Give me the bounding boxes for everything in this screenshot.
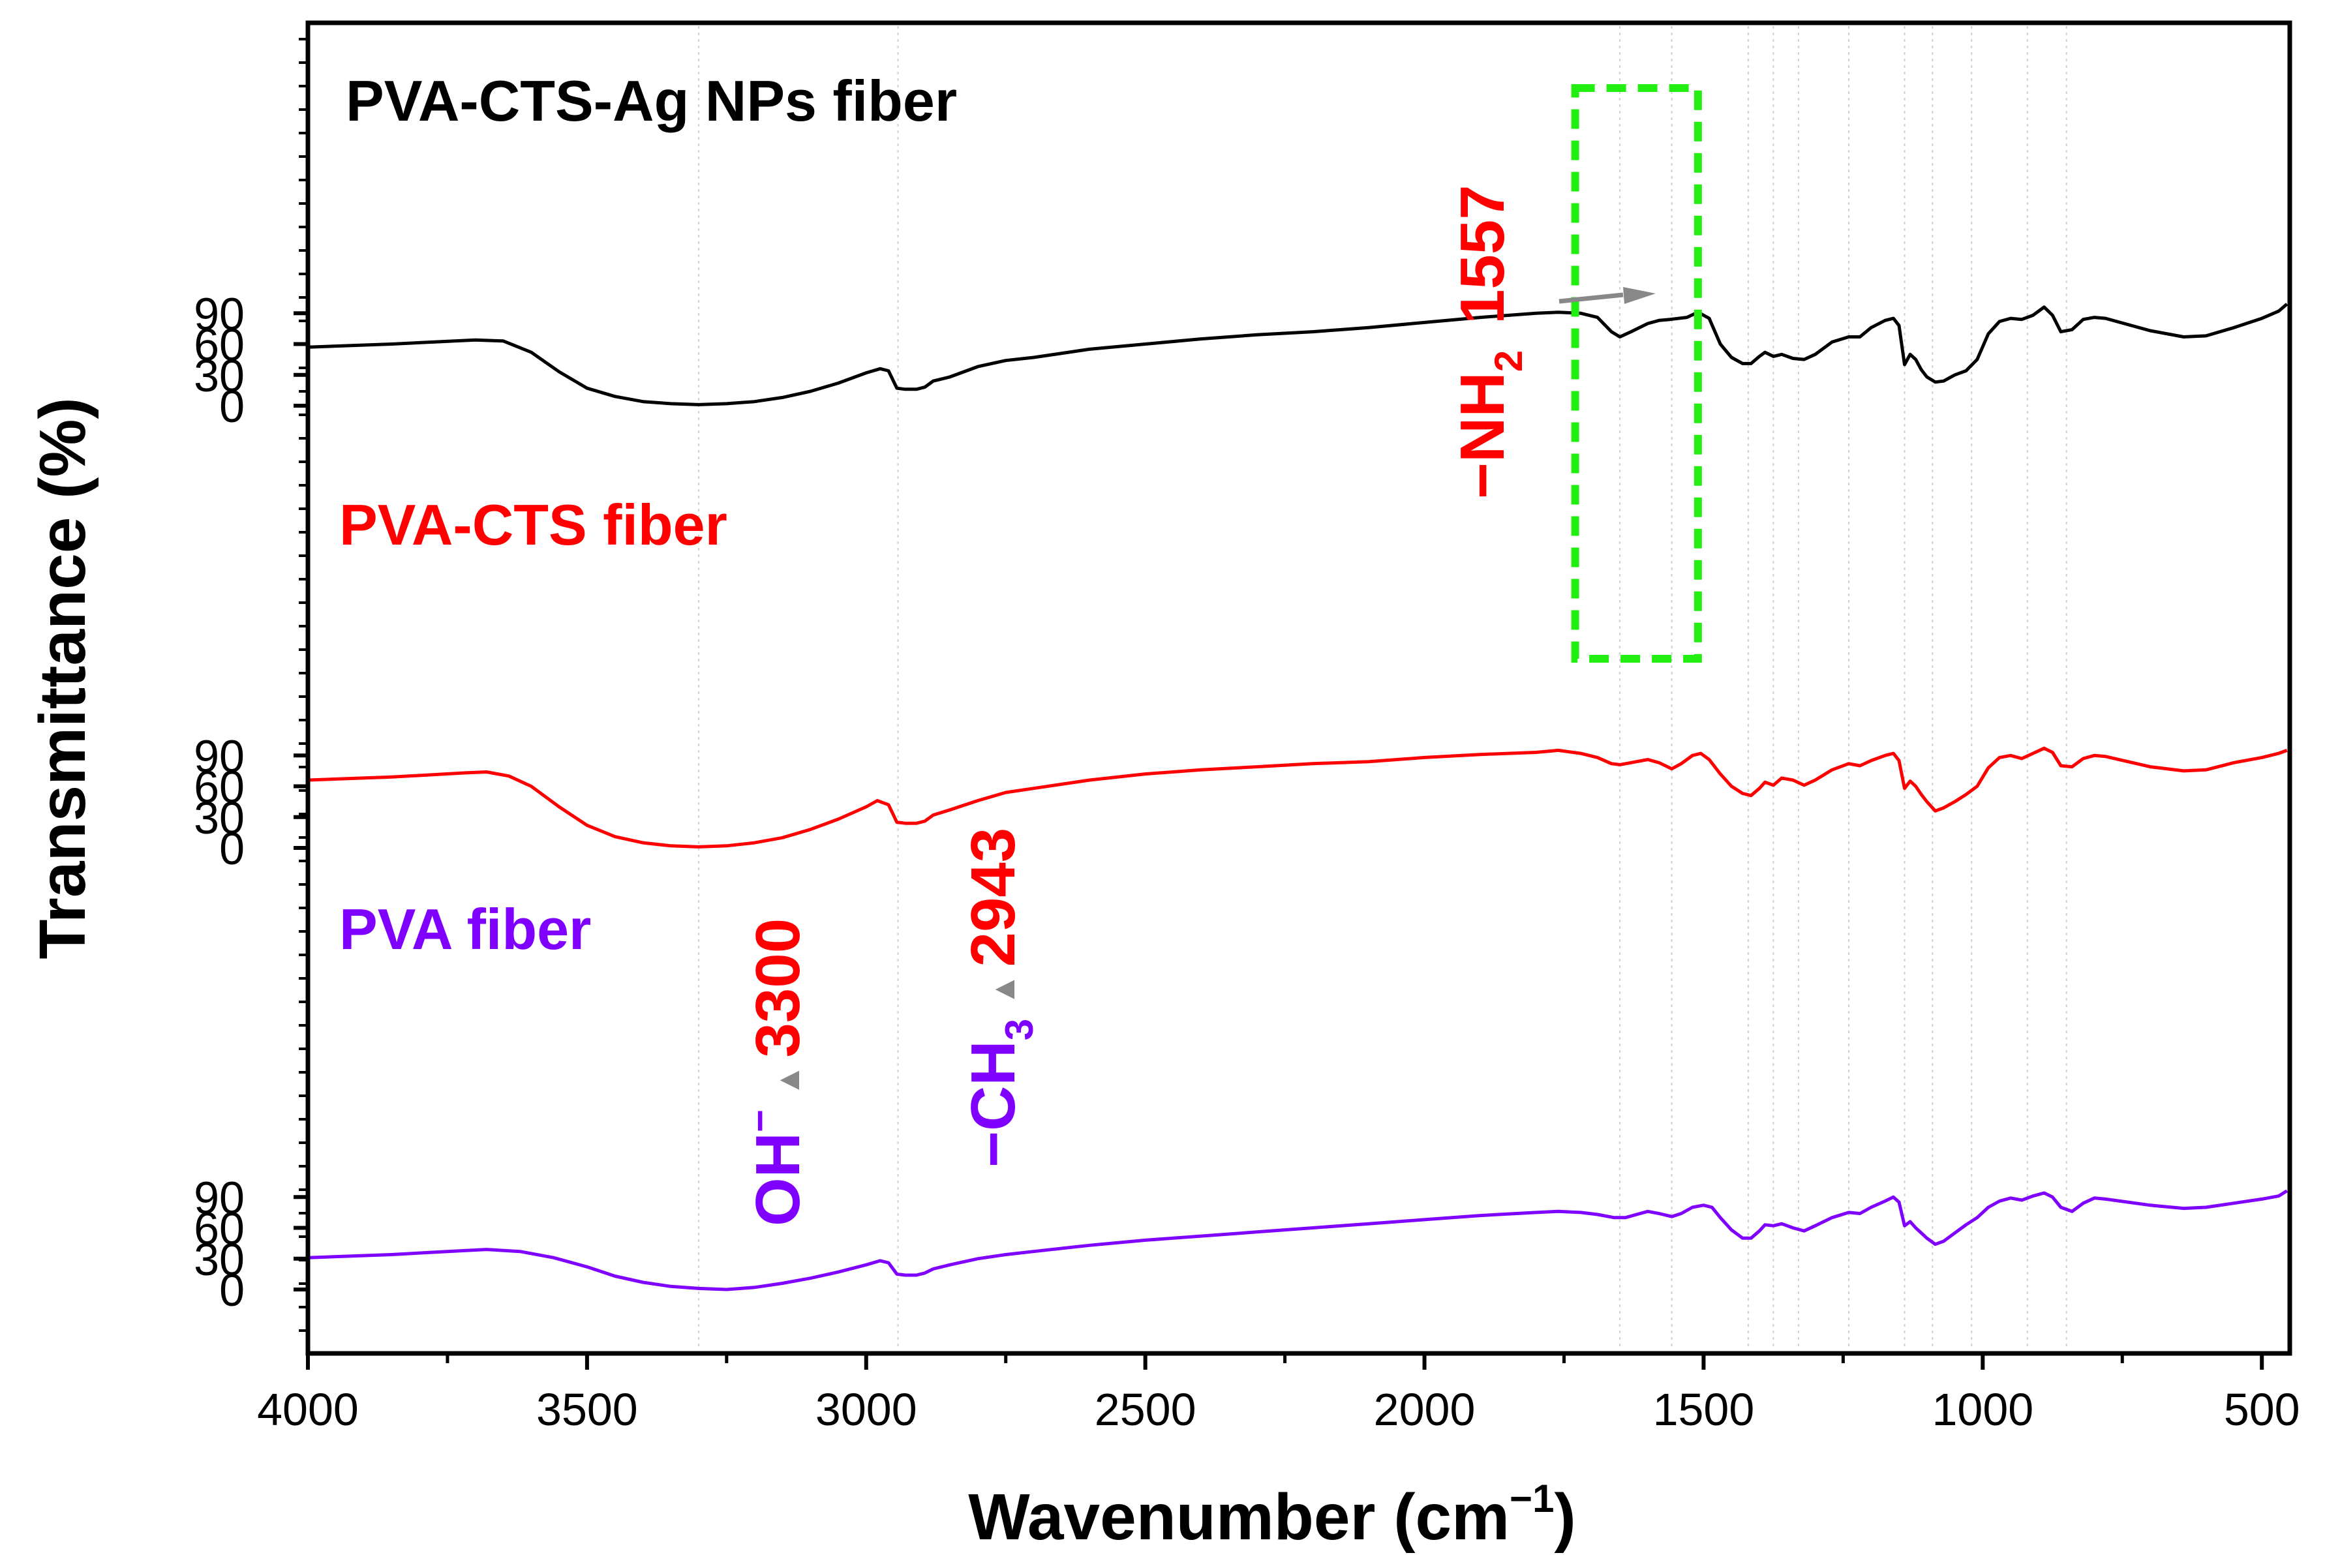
- series-layer: [307, 303, 2288, 1291]
- x-tick-label: 3500: [536, 1384, 638, 1435]
- svg-text:−NH21557: −NH2 1557: [1448, 185, 1530, 499]
- series-line-1: [307, 303, 2288, 406]
- nh2-label: −NH: [1448, 372, 1517, 499]
- oh-sup: −: [738, 1109, 782, 1132]
- y-tick-label: 30: [194, 350, 245, 401]
- series-line-2: [307, 746, 2288, 849]
- annotation-1557: −NH2 1557: [1448, 185, 1530, 499]
- ch3-label: −CH: [958, 1040, 1028, 1168]
- series-line-3: [307, 1189, 2288, 1291]
- y-axis-title: Transmittance (%): [26, 397, 99, 959]
- series-label-cts: PVA-CTS fiber: [339, 492, 727, 557]
- y-tick-label: 90: [194, 1172, 245, 1223]
- x-tick-label: 2500: [1095, 1384, 1196, 1435]
- x-tick-label: 1000: [1932, 1384, 2033, 1435]
- y-tick-label: 90: [194, 288, 245, 339]
- reference-lines: [698, 26, 2067, 1350]
- x-tick-label: 1500: [1653, 1384, 1755, 1435]
- x-tick-label: 500: [2224, 1384, 2300, 1435]
- wavenumber-3300-label: 3300: [743, 918, 813, 1058]
- annotation-2943: −CH3▲2943: [958, 828, 1041, 1168]
- x-tick-label: 4000: [257, 1384, 359, 1435]
- arrow-1557: [1558, 287, 1656, 304]
- x-axis-title: Wavenumber (cm−1): [968, 1477, 1576, 1554]
- nh2-sub: 2: [1487, 350, 1530, 372]
- wavenumber-2943-label: 2943: [958, 828, 1028, 967]
- x-tick-label: 2000: [1374, 1384, 1476, 1435]
- wavenumber-1557-label: 1557: [1448, 185, 1517, 324]
- y-tick-label: 30: [194, 792, 245, 843]
- y-tick-label: 60: [194, 762, 245, 813]
- y-tick-label: 60: [194, 320, 245, 370]
- x-tick-label: 3000: [815, 1384, 917, 1435]
- y-tick-label: 0: [219, 381, 245, 432]
- plot-frame: [305, 20, 2292, 1356]
- y-tick-label: 0: [219, 823, 245, 874]
- svg-text:OH−▲3300: OH−▲3300: [738, 918, 813, 1226]
- y-tick-label: 0: [219, 1265, 245, 1316]
- x-axis: 4000 3500 3000 2500 2000 1500 1000 500: [257, 1353, 2300, 1435]
- ch3-sub: 3: [997, 1019, 1041, 1040]
- y-tick-label: 90: [194, 731, 245, 781]
- highlight-box: [1571, 84, 1702, 663]
- y-tick-label: 30: [194, 1234, 245, 1285]
- series-label-ag: PVA-CTS-Ag NPs fiber: [346, 68, 957, 133]
- series-label-pva: PVA fiber: [339, 897, 591, 961]
- annotation-3300: OH−▲3300: [738, 918, 813, 1226]
- y-tick-label: 60: [194, 1203, 245, 1254]
- oh-label: OH: [743, 1132, 813, 1226]
- svg-text:−CH3▲2943: −CH3▲2943: [958, 828, 1041, 1168]
